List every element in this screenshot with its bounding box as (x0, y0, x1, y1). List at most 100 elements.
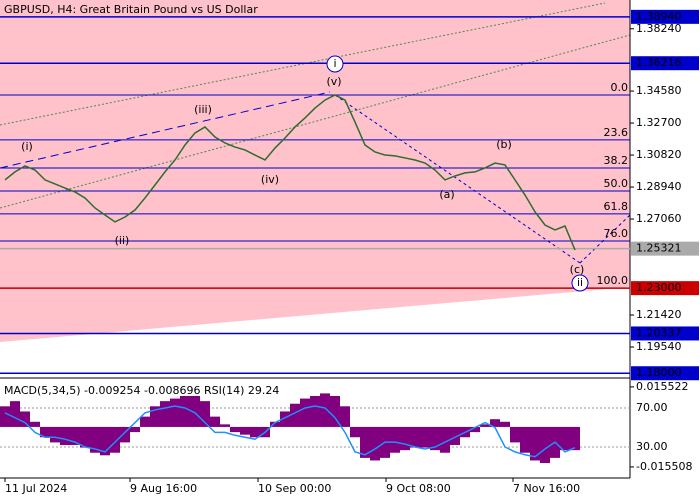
macd-bar (500, 421, 510, 427)
fib-label: 23.6 (604, 126, 629, 139)
macd-bar (180, 395, 190, 427)
macd-bar (110, 426, 120, 453)
price-line (4, 94, 576, 251)
wave-label: i (333, 57, 336, 70)
fib-label: 76.0 (604, 227, 629, 240)
rsi-line (4, 405, 576, 458)
channel-line (0, 2, 606, 126)
zone-shade (0, 0, 630, 342)
macd-bar (0, 406, 10, 427)
y-tick-label: 1.19540 (636, 340, 682, 353)
macd-bar (420, 426, 430, 448)
y-tick-label: 1.27060 (636, 212, 682, 225)
macd-bar (80, 426, 90, 448)
level-box (631, 366, 699, 381)
macd-bar (440, 426, 450, 453)
level-label: 1.18000 (636, 366, 682, 379)
wave-label: (ii) (115, 234, 130, 247)
y-tick-label: 1.38240 (636, 22, 682, 35)
level-box (631, 241, 699, 256)
macd-bar (230, 426, 240, 433)
level-label: 1.20337 (636, 326, 682, 339)
indicator-title: MACD(5,34,5) -0.009254 -0.008696 RSI(14)… (4, 384, 279, 397)
wave-label: (i) (21, 140, 33, 153)
wave-circle (571, 274, 589, 292)
y2-tick-label: 30.00 (636, 440, 668, 453)
wave-line (0, 91, 331, 169)
macd-bar (300, 398, 310, 427)
fib-label: 61.8 (604, 200, 629, 213)
wave-label: (iii) (194, 103, 212, 116)
macd-bar (50, 426, 60, 443)
level-label: 1.38940 (636, 10, 682, 23)
macd-bar (200, 401, 210, 427)
x-tick-label: 9 Aug 16:00 (130, 482, 197, 495)
macd-bar (270, 421, 280, 427)
macd-bar (350, 426, 360, 438)
macd-bar (140, 416, 150, 427)
macd-bar (410, 426, 420, 448)
x-tick-label: 10 Sep 00:00 (258, 482, 331, 495)
macd-bar (480, 424, 490, 427)
macd-bar (160, 401, 170, 427)
x-tick-label: 9 Oct 08:00 (386, 482, 451, 495)
level-label: 1.36216 (636, 56, 682, 69)
y-tick-label: -0.015508 (636, 460, 692, 473)
x-tick-label: 11 Jul 2024 (5, 482, 67, 495)
wave-label: (a) (439, 188, 454, 201)
macd-bar (130, 426, 140, 433)
macd-bar (60, 426, 70, 445)
macd-bar (70, 426, 80, 445)
level-label: 1.23000 (636, 281, 682, 294)
macd-bar (120, 426, 130, 443)
wave-label: (b) (496, 138, 512, 151)
macd-bar (240, 426, 250, 435)
macd-bar (510, 426, 520, 443)
wave-label: (iv) (261, 173, 279, 186)
x-tick-label: 7 Nov 16:00 (513, 482, 580, 495)
macd-bar (150, 406, 160, 427)
macd-bar (540, 426, 550, 464)
macd-bar (370, 426, 380, 461)
macd-bar (90, 426, 100, 453)
y2-tick-label: 70.00 (636, 401, 668, 414)
y-tick-label: 1.21420 (636, 308, 682, 321)
macd-bar (290, 403, 300, 427)
y-tick-label: 1.28940 (636, 180, 682, 193)
wave-label: (c) (570, 263, 585, 276)
macd-bar (340, 406, 350, 427)
wave-line (334, 94, 581, 264)
macd-bar (20, 411, 30, 427)
macd-bar (490, 419, 500, 427)
fib-label: 50.0 (604, 177, 629, 190)
fib-label: 0.0 (611, 81, 629, 94)
macd-bar (190, 395, 200, 427)
wave-circle (326, 55, 344, 73)
wave-label: (v) (326, 75, 341, 88)
macd-bar (170, 398, 180, 427)
macd-bar (450, 426, 460, 445)
macd-bar (470, 426, 480, 433)
y-tick-label: 0.015522 (636, 380, 689, 393)
macd-bar (220, 424, 230, 427)
macd-bar (400, 426, 410, 451)
y-tick-label: 1.30820 (636, 148, 682, 161)
y-tick-label: 1.32700 (636, 116, 682, 129)
y-tick-label: 1.34580 (636, 84, 682, 97)
macd-bar (390, 426, 400, 453)
level-box (631, 326, 699, 341)
macd-bar (320, 393, 330, 427)
macd-bar (360, 426, 370, 458)
macd-bar (310, 395, 320, 427)
level-box (631, 56, 699, 71)
macd-bar (40, 426, 50, 438)
macd-bar (30, 421, 40, 427)
macd-bar (250, 426, 260, 438)
wave-label: ii (577, 276, 583, 289)
level-box (631, 281, 699, 296)
macd-bar (560, 426, 570, 451)
macd-bar (530, 426, 540, 461)
macd-bar (430, 426, 440, 451)
